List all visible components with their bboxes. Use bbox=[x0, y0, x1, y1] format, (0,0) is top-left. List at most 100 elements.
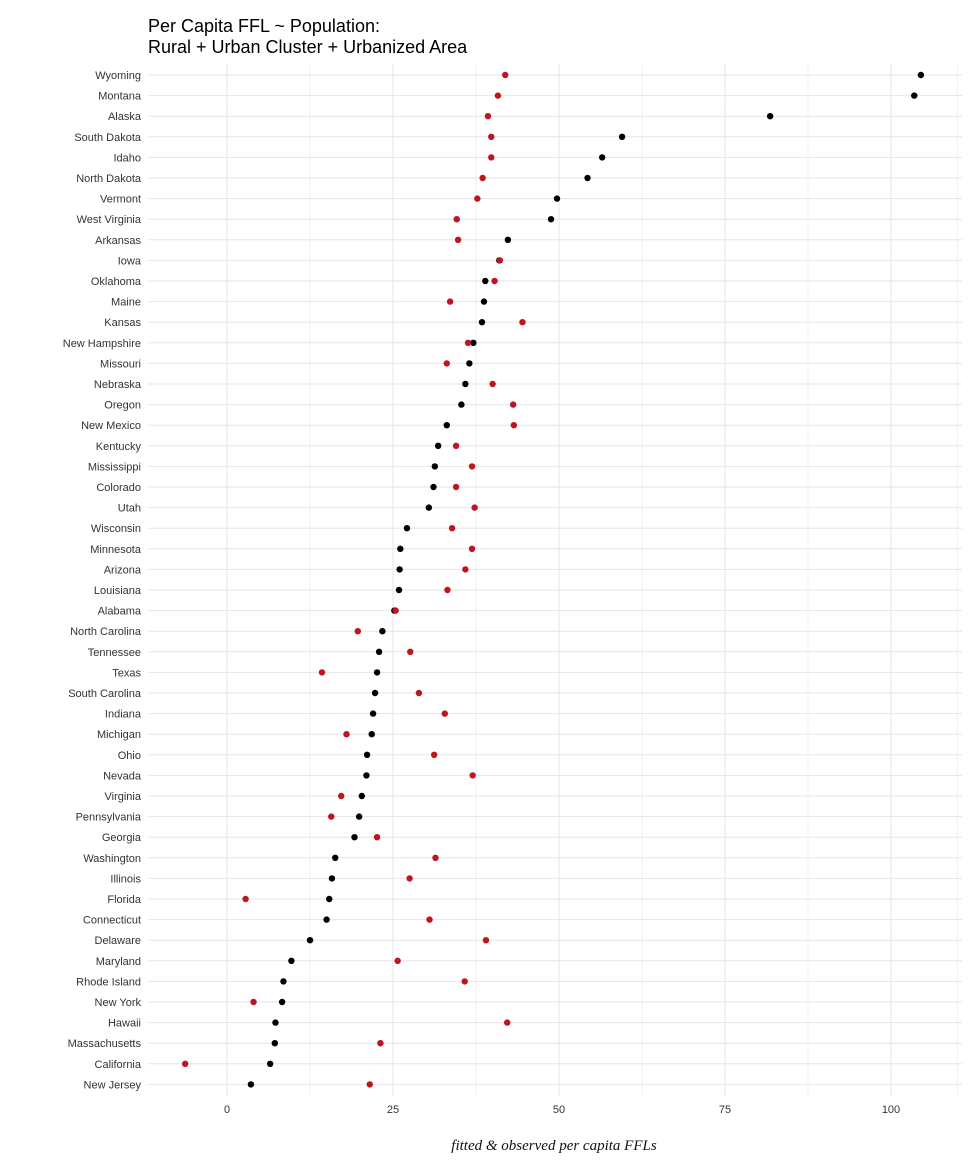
y-tick-label: Vermont bbox=[100, 194, 141, 206]
fitted-point bbox=[280, 978, 287, 985]
y-tick-label: Pennsylvania bbox=[76, 812, 142, 824]
fitted-point bbox=[375, 648, 383, 655]
y-tick-label: Wisconsin bbox=[91, 523, 141, 535]
chart-title-line1: Per Capita FFL ~ Population: bbox=[148, 16, 380, 36]
fitted-point bbox=[373, 669, 381, 676]
observed-point bbox=[426, 916, 433, 923]
fitted-point bbox=[355, 813, 363, 820]
y-tick-label: Alabama bbox=[98, 606, 142, 618]
y-tick-label: Maryland bbox=[96, 956, 141, 968]
observed-point bbox=[454, 236, 462, 243]
x-tick-label: 50 bbox=[553, 1104, 565, 1116]
observed-point bbox=[432, 854, 439, 861]
y-tick-label: Alaska bbox=[108, 111, 142, 123]
fitted-point bbox=[371, 689, 379, 697]
observed-point bbox=[406, 875, 413, 882]
y-tick-label: Indiana bbox=[105, 709, 142, 721]
fitted-point bbox=[351, 834, 358, 841]
fitted-point bbox=[431, 463, 439, 470]
observed-point bbox=[452, 483, 460, 491]
observed-point bbox=[468, 545, 476, 552]
fitted-point bbox=[434, 442, 442, 449]
fitted-point bbox=[911, 92, 918, 99]
y-tick-label: Nevada bbox=[103, 770, 142, 782]
fitted-point bbox=[443, 422, 450, 429]
y-tick-label: Illinois bbox=[110, 873, 141, 885]
x-tick-label: 100 bbox=[882, 1104, 900, 1116]
y-tick-label: Idaho bbox=[113, 152, 141, 164]
fitted-point bbox=[326, 895, 333, 903]
observed-point bbox=[328, 813, 335, 820]
y-tick-label: Ohio bbox=[118, 750, 141, 762]
y-tick-label: West Virginia bbox=[77, 214, 142, 226]
y-tick-label: Colorado bbox=[96, 482, 141, 494]
observed-point bbox=[343, 731, 350, 738]
data-points bbox=[181, 71, 925, 1088]
y-tick-label: North Carolina bbox=[70, 626, 142, 638]
fitted-point bbox=[396, 566, 403, 573]
observed-point bbox=[318, 669, 326, 676]
observed-point bbox=[504, 1019, 511, 1026]
fitted-point bbox=[395, 586, 403, 594]
y-tick-label: Montana bbox=[98, 91, 142, 103]
fitted-point bbox=[482, 277, 489, 285]
fitted-point bbox=[547, 216, 555, 223]
observed-point bbox=[496, 257, 504, 264]
fitted-point bbox=[323, 916, 330, 923]
observed-point bbox=[464, 339, 472, 346]
fitted-point bbox=[272, 1019, 279, 1026]
y-tick-label: New Mexico bbox=[81, 420, 141, 432]
observed-point bbox=[471, 504, 478, 511]
fitted-point bbox=[917, 71, 925, 79]
y-tick-label: Florida bbox=[107, 894, 142, 906]
observed-point bbox=[366, 1081, 373, 1088]
y-tick-label: Kansas bbox=[104, 317, 141, 329]
observed-point bbox=[468, 463, 476, 470]
fitted-point bbox=[358, 792, 365, 800]
fitted-point bbox=[466, 360, 473, 367]
observed-point bbox=[373, 834, 381, 841]
observed-point bbox=[354, 628, 362, 635]
observed-point bbox=[453, 216, 460, 223]
fitted-point bbox=[470, 339, 477, 346]
fitted-point bbox=[363, 772, 370, 779]
fitted-point bbox=[379, 628, 386, 635]
observed-point bbox=[494, 92, 502, 99]
observed-point bbox=[338, 792, 345, 800]
fitted-point bbox=[425, 504, 433, 511]
observed-point bbox=[491, 277, 498, 285]
fitted-point bbox=[553, 195, 561, 202]
fitted-point bbox=[478, 319, 486, 326]
fitted-point bbox=[462, 380, 469, 388]
y-tick-label: Oregon bbox=[104, 400, 141, 412]
observed-point bbox=[484, 113, 492, 120]
fitted-point bbox=[584, 174, 591, 182]
y-tick-label: Michigan bbox=[97, 729, 141, 741]
fitted-point bbox=[598, 154, 606, 161]
y-tick-label: Washington bbox=[83, 853, 141, 865]
fitted-point bbox=[504, 236, 512, 243]
observed-point bbox=[452, 442, 460, 449]
y-tick-label: North Dakota bbox=[76, 173, 142, 185]
observed-point bbox=[242, 895, 249, 903]
fitted-point bbox=[397, 545, 404, 552]
observed-point bbox=[443, 360, 450, 367]
y-tick-label: South Dakota bbox=[74, 132, 142, 144]
y-tick-label: Wyoming bbox=[95, 70, 141, 82]
y-tick-label: Delaware bbox=[95, 935, 141, 947]
y-tick-label: Massachusetts bbox=[68, 1038, 142, 1050]
fitted-point bbox=[403, 525, 411, 532]
observed-point bbox=[415, 689, 423, 697]
fitted-point bbox=[247, 1081, 255, 1088]
observed-point bbox=[519, 319, 526, 326]
observed-point bbox=[510, 422, 518, 429]
observed-point bbox=[502, 71, 509, 79]
y-tick-label: Texas bbox=[112, 667, 141, 679]
fitted-point bbox=[363, 751, 371, 758]
y-tick-labels: Wyoming Montana Alaska South Dakota Idaho Nor… bbox=[63, 70, 142, 1091]
grid bbox=[148, 64, 962, 1096]
observed-point bbox=[462, 566, 469, 573]
observed-point bbox=[430, 751, 438, 758]
y-tick-label: Virginia bbox=[105, 791, 142, 803]
